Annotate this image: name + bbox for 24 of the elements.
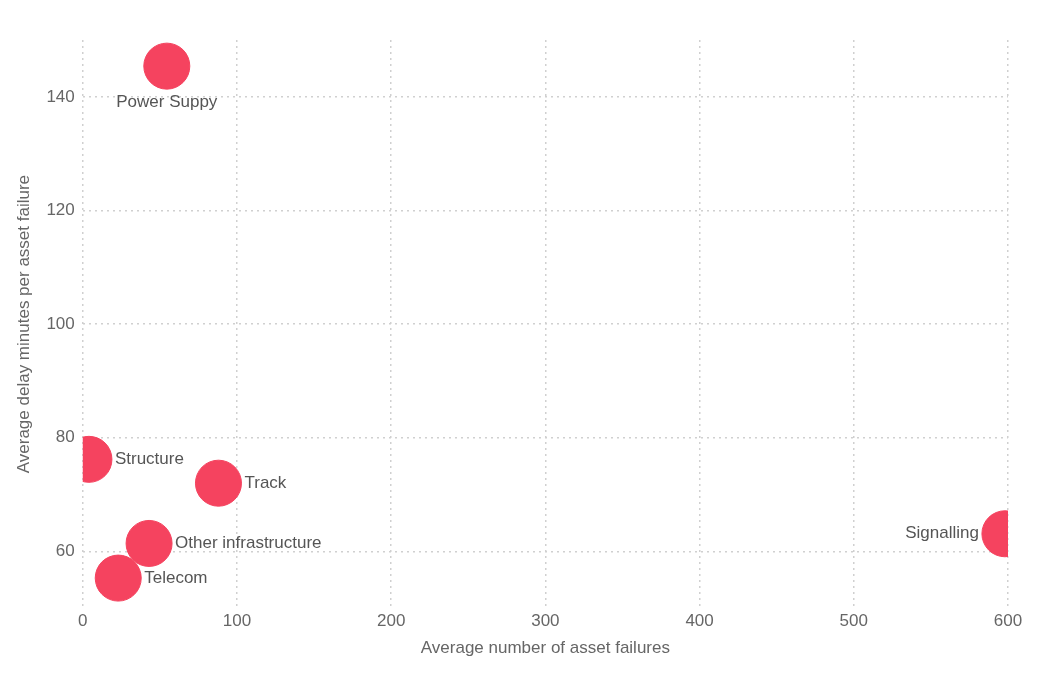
point bbox=[94, 554, 142, 602]
annotation: Power Suppy bbox=[116, 91, 218, 111]
point bbox=[143, 42, 191, 90]
x-tick-label: 100 bbox=[222, 611, 252, 631]
annotation: Track bbox=[244, 472, 287, 492]
x-tick-label: 500 bbox=[839, 611, 868, 631]
y-tick-label: 100 bbox=[46, 313, 75, 333]
x-tick-label: 600 bbox=[993, 611, 1023, 631]
annotation: Telecom bbox=[144, 567, 208, 587]
y-tick-label: 140 bbox=[46, 86, 75, 106]
x-tick-label: 400 bbox=[685, 611, 714, 631]
y-tick-label: 80 bbox=[55, 427, 75, 447]
point bbox=[194, 459, 242, 507]
annotation: Signalling bbox=[905, 523, 979, 543]
x-tick-label: 300 bbox=[531, 611, 560, 631]
x-tick-label: 200 bbox=[376, 611, 406, 631]
x-axis-title: Average number of asset failures bbox=[420, 638, 670, 658]
annotation: Structure bbox=[114, 449, 184, 469]
y-tick-label: 60 bbox=[55, 541, 75, 561]
point bbox=[125, 519, 173, 567]
y-axis-title: Average delay minutes per asset failure bbox=[13, 174, 33, 474]
x-tick-label: 0 bbox=[78, 611, 88, 631]
annotation: Other infrastructure bbox=[175, 533, 322, 553]
y-tick-label: 120 bbox=[46, 200, 75, 220]
